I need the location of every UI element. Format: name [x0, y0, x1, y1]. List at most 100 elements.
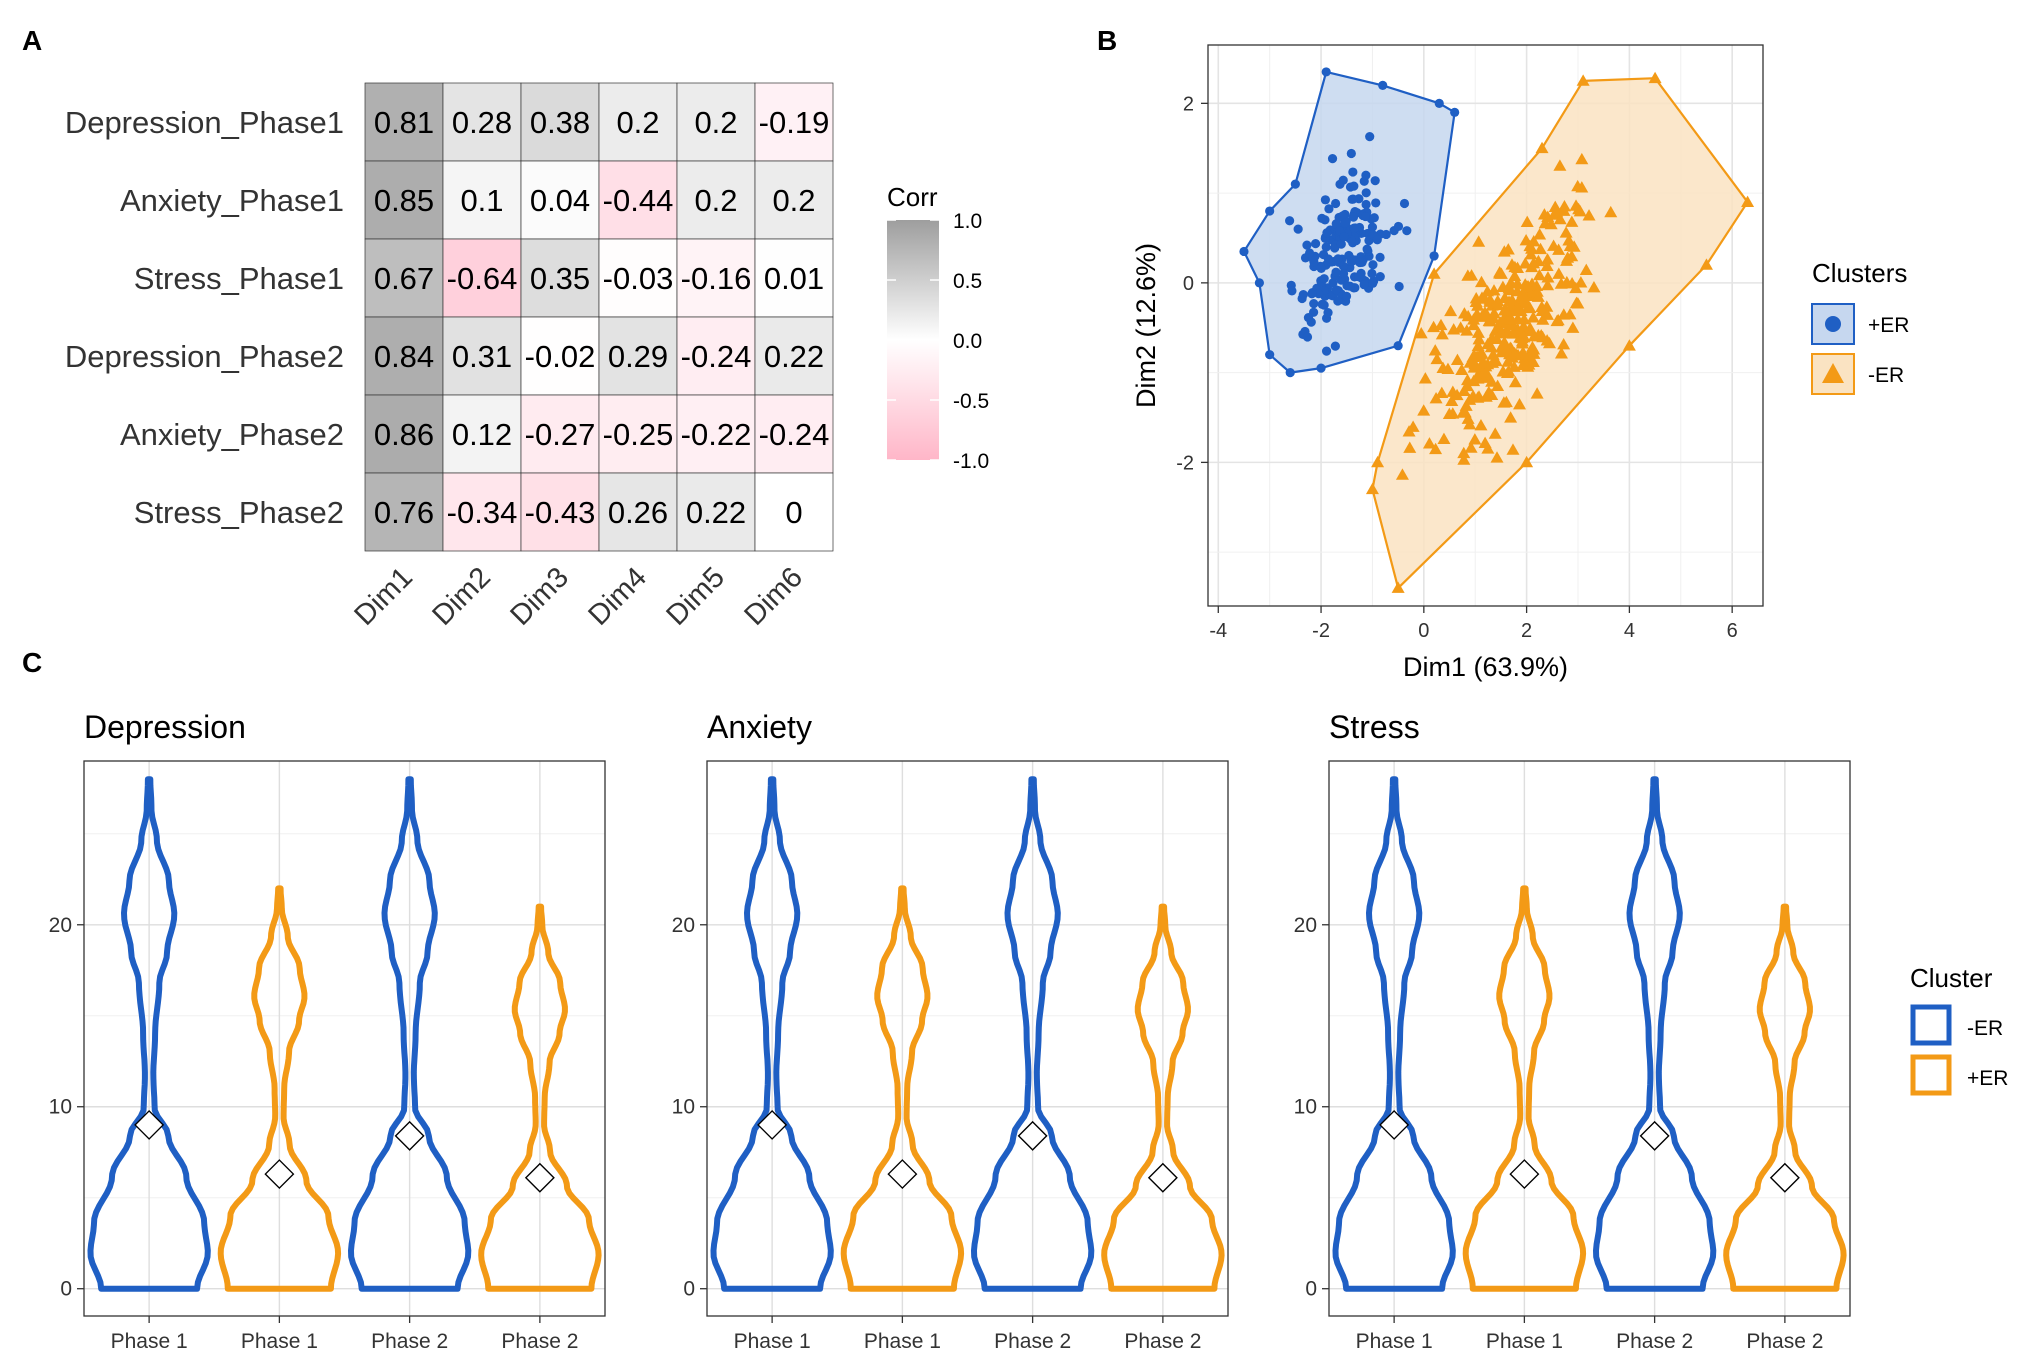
- heatmap-cell: [364, 394, 444, 474]
- heatmap-cell-value: 0.35: [530, 261, 590, 296]
- scatter-point-minus-er: [1532, 268, 1546, 281]
- scatter-point-minus-er: [1406, 420, 1420, 432]
- heatmap-cell-value: -0.16: [681, 261, 752, 296]
- scatter-point-minus-er: [1471, 326, 1485, 338]
- scatter-point-minus-er: [1457, 453, 1471, 465]
- scatter-point-minus-er: [1559, 226, 1573, 238]
- scatter-point-minus-er: [1499, 395, 1513, 408]
- heatmap-cell: [598, 238, 678, 318]
- y-tick-label: 10: [49, 1096, 72, 1119]
- heatmap-cell: [754, 472, 834, 552]
- heatmap-cell-value: -0.27: [525, 417, 596, 452]
- scatter-point-minus-er: [1516, 346, 1530, 358]
- scatter-point-minus-er: [1530, 387, 1544, 399]
- scatter-point-plus-er: [1348, 167, 1358, 177]
- mean-marker: [1379, 1109, 1410, 1140]
- scatter-point-minus-er: [1442, 407, 1456, 419]
- scatter-point-minus-er: [1499, 344, 1513, 356]
- scatter-point-minus-er: [1435, 327, 1449, 340]
- heatmap-cell: [676, 316, 756, 396]
- scatter-point-minus-er: [1491, 294, 1505, 307]
- scatter-point-minus-er: [1516, 358, 1530, 371]
- scatter-point-plus-er: [1265, 206, 1275, 216]
- x-tick-label: Phase 2: [371, 1330, 448, 1353]
- heatmap-cell-value: 0: [785, 495, 802, 530]
- scatter-point-plus-er: [1369, 213, 1379, 223]
- x-tick-label: Phase 1: [864, 1330, 941, 1353]
- scatter-point-minus-er: [1541, 253, 1555, 265]
- scatter-point-plus-er: [1309, 298, 1319, 309]
- violin-shape: [710, 776, 834, 1292]
- scatter-point-plus-er: [1323, 254, 1333, 264]
- heatmap-cell: [754, 82, 834, 162]
- scatter-point-minus-er: [1484, 340, 1498, 353]
- scatter-point-minus-er: [1565, 215, 1579, 227]
- scatter-point-minus-er: [1523, 301, 1537, 314]
- scatter-point-minus-er: [1503, 312, 1517, 325]
- scatter-point-plus-er: [1324, 204, 1334, 214]
- x-tick-label: Phase 2: [1124, 1330, 1201, 1353]
- heatmap-cell: [364, 316, 444, 396]
- scatter-point-minus-er: [1508, 346, 1522, 359]
- scatter-point-minus-er: [1446, 385, 1460, 397]
- scatter-point-minus-er: [1508, 375, 1522, 388]
- scatter-point-plus-er: [1368, 278, 1378, 288]
- heatmap-column-label: Dim3: [504, 561, 574, 631]
- scatter-point-minus-er: [1480, 284, 1494, 297]
- heatmap-cell: [520, 316, 600, 396]
- violin-shape: [1723, 903, 1847, 1292]
- scatter-point-minus-er: [1506, 443, 1520, 455]
- scatter-point-minus-er: [1471, 372, 1485, 384]
- facet-title: Depression: [84, 709, 246, 745]
- x-tick-label: Phase 2: [1746, 1330, 1823, 1353]
- scatter-point-plus-er: [1317, 213, 1327, 224]
- scatter-point-minus-er: [1430, 352, 1444, 365]
- violin-shape: [971, 776, 1095, 1292]
- violin-shape: [87, 776, 211, 1292]
- heatmap-cell-value: 0.1: [460, 183, 503, 218]
- violin-shape: [217, 885, 342, 1292]
- scatter-point-minus-er: [1417, 404, 1431, 416]
- scatter-point-minus-er: [1497, 245, 1511, 257]
- heatmap-cell-value: 0.22: [686, 495, 746, 530]
- scatter-point-plus-er: [1313, 289, 1324, 299]
- heatmap-cell: [442, 82, 522, 162]
- scatter-point-plus-er: [1375, 252, 1385, 262]
- heatmap-cell-value: -0.43: [525, 495, 596, 530]
- heatmap-row-label: Stress_Phase2: [134, 495, 344, 530]
- heatmap-cell-value: 0.2: [694, 105, 737, 140]
- violin-shape: [1332, 776, 1456, 1292]
- scatter-point-minus-er: [1471, 339, 1485, 352]
- scatter-point-plus-er: [1393, 221, 1404, 232]
- scatter-point-minus-er: [1513, 397, 1527, 410]
- heatmap-cell: [676, 472, 756, 552]
- heatmap-cell-value: 0.2: [694, 183, 737, 218]
- x-tick-label: Phase 2: [994, 1330, 1071, 1353]
- scatter-point-plus-er: [1331, 285, 1341, 295]
- scatter-point-plus-er: [1321, 67, 1331, 77]
- scatter-point-minus-er: [1427, 320, 1441, 333]
- heatmap-cell-value: 0.04: [530, 183, 590, 218]
- mean-marker: [1147, 1162, 1178, 1193]
- scatter-point-plus-er: [1353, 272, 1364, 282]
- heatmap-cell-value: 0.38: [530, 105, 590, 140]
- scatter-point-plus-er: [1316, 263, 1326, 273]
- heatmap-row-label: Depression_Phase2: [65, 339, 344, 374]
- scatter-point-plus-er: [1346, 148, 1356, 159]
- scatter-point-plus-er: [1302, 240, 1312, 250]
- scatter-point-plus-er: [1310, 239, 1321, 249]
- scatter-point-minus-er: [1468, 357, 1482, 369]
- heatmap-cell-value: 0.12: [452, 417, 512, 452]
- scatter-point-minus-er: [1550, 314, 1564, 327]
- scatter-point-minus-er: [1557, 204, 1571, 216]
- scatter-point-plus-er: [1450, 107, 1460, 117]
- colorbar-tick-label: 1.0: [953, 210, 982, 233]
- scatter-point-minus-er: [1505, 318, 1519, 331]
- legend-key: [1910, 1004, 1952, 1046]
- scatter-point-minus-er: [1435, 386, 1449, 399]
- mean-marker: [134, 1109, 165, 1140]
- y-tick-label: 0: [683, 1278, 695, 1301]
- scatter-point-minus-er: [1567, 240, 1581, 252]
- scatter-point-plus-er: [1371, 198, 1381, 208]
- scatter-point-minus-er: [1548, 200, 1562, 212]
